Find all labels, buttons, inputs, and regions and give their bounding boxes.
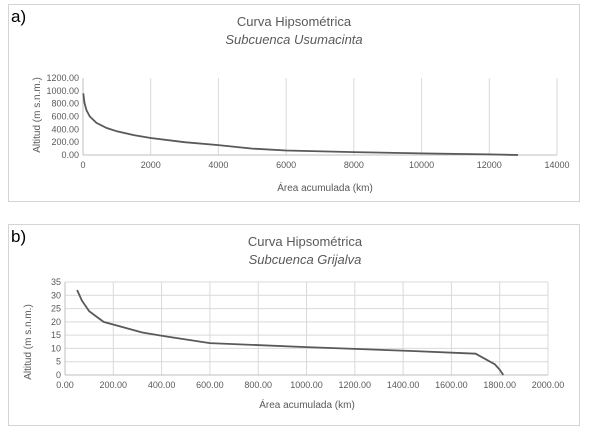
- chart-b-xlabel: Área acumulada (km): [259, 398, 355, 411]
- chart-a-x-tick-label: 0: [80, 160, 85, 170]
- chart-b-ylabel: Altitud (m s.n.m.): [23, 304, 34, 380]
- chart-b-x-tick-label: 2000.00: [532, 380, 565, 390]
- chart-b-x-tick-label: 1400.00: [387, 380, 420, 390]
- chart-a-x-tick-label: 14000: [544, 160, 569, 170]
- chart-a-ylabel: Altitud (m s.n.m.): [32, 77, 43, 153]
- chart-a-svg: Curva Hipsométrica Subcuenca Usumacinta …: [32, 14, 570, 194]
- chart-b-y-tick-label: 25: [51, 304, 61, 314]
- chart-b-y-tick-label: 35: [51, 277, 61, 287]
- chart-a-y-tick-label: 600.00: [51, 112, 79, 122]
- chart-a-y-tick-label: 1000.00: [46, 86, 79, 96]
- panel-label-a: a): [11, 7, 27, 26]
- chart-b-y-tick-label: 30: [51, 290, 61, 300]
- chart-b-x-tick-label: 800.00: [244, 380, 272, 390]
- chart-a-x-tick-label: 10000: [409, 160, 434, 170]
- chart-b-y-tick-label: 5: [56, 357, 61, 367]
- chart-a-xlabel: Área acumulada (km): [277, 181, 373, 194]
- chart-b-x-tick-label: 1000.00: [290, 380, 323, 390]
- chart-a-subtitle: Subcuenca Usumacinta: [225, 32, 362, 47]
- chart-a-series-line-0: [82, 93, 519, 156]
- chart-b-svg: Curva Hipsométrica Subcuenca Grijalva Al…: [23, 234, 565, 411]
- chart-a-y-tick-label: 1200.00: [46, 73, 79, 83]
- chart-b-x-tick-label: 1800.00: [483, 380, 516, 390]
- chart-a-x-tick-label: 6000: [276, 160, 296, 170]
- chart-b-y-tick-label: 10: [51, 343, 61, 353]
- chart-a-y-tick-label: 400.00: [51, 124, 79, 134]
- chart-b-title: Curva Hipsométrica: [248, 234, 363, 249]
- chart-a-y-tick-label: 0.00: [61, 150, 79, 160]
- chart-b-x-tick-label: 200.00: [100, 380, 128, 390]
- chart-a-x-tick-label: 8000: [344, 160, 364, 170]
- chart-a-y-tick-label: 200.00: [51, 137, 79, 147]
- chart-a-x-tick-label: 4000: [208, 160, 228, 170]
- chart-b-x-tick-label: 400.00: [148, 380, 176, 390]
- chart-b-x-tick-label: 600.00: [196, 380, 224, 390]
- chart-b-x-tick-label: 1600.00: [435, 380, 468, 390]
- chart-b-y-tick-label: 15: [51, 330, 61, 340]
- chart-a-x-tick-label: 2000: [141, 160, 161, 170]
- chart-a-title: Curva Hipsométrica: [237, 14, 352, 29]
- chart-a-x-tick-label: 12000: [477, 160, 502, 170]
- chart-b-x-tick-label: 0.00: [56, 380, 74, 390]
- chart-panel-a: a) Curva Hipsométrica Subcuenca Usumacin…: [8, 4, 580, 202]
- chart-b-x-tick-label: 1200.00: [339, 380, 372, 390]
- panel-label-b: b): [11, 227, 27, 246]
- chart-b-series-line-0: [76, 289, 505, 376]
- chart-b-y-tick-label: 20: [51, 317, 61, 327]
- chart-b-y-tick-label: 0: [56, 370, 61, 380]
- chart-panel-b: b) Curva Hipsométrica Subcuenca Grijalva…: [8, 224, 580, 426]
- chart-a-y-tick-label: 800.00: [51, 99, 79, 109]
- chart-b-subtitle: Subcuenca Grijalva: [249, 252, 362, 267]
